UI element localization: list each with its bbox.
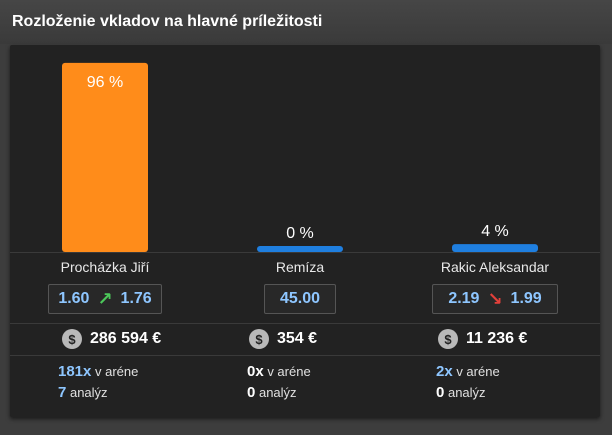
analyses-count: 7 — [58, 384, 67, 401]
arrow-down-right-icon: ↘ — [487, 289, 503, 309]
stats-home: 181x v aréne 7 analýz — [58, 361, 138, 403]
outcome-column-draw: Remíza 45.00 — [205, 259, 395, 314]
analyses-count: 0 — [247, 384, 256, 401]
outcome-name: Remíza — [275, 259, 325, 275]
stake-value: 286 594 € — [90, 330, 162, 347]
widget-title: Rozloženie vkladov na hlavné príležitost… — [12, 13, 323, 30]
outcome-column-away: Rakic Aleksandar 2.19 ↘ 1.99 — [400, 259, 590, 314]
opening-odd: 1.60 — [58, 290, 90, 307]
bets-line[interactable]: 2x v aréne — [436, 361, 500, 382]
analyses-line: 0 analýz — [436, 382, 500, 403]
analyses-label: analýz — [69, 385, 108, 400]
bets-count: 0x — [247, 363, 264, 380]
stake-value: 11 236 € — [466, 330, 528, 347]
bets-line[interactable]: 181x v aréne — [58, 361, 138, 382]
analyses-line[interactable]: 7 analýz — [58, 382, 138, 403]
current-odd: 1.99 — [510, 290, 542, 307]
stake-value: 354 € — [277, 330, 318, 347]
bets-line: 0x v aréne — [247, 361, 311, 382]
coin-icon: $ — [62, 329, 82, 349]
stats-away: 2x v aréne 0 analýz — [436, 361, 500, 403]
chart-panel: 96 % 0 % 4 % Procházka Jiří 1.60 ↗ 1.76 Re… — [10, 45, 600, 417]
coin-icon: $ — [438, 329, 458, 349]
stats-draw: 0x v aréne 0 analýz — [247, 361, 311, 403]
stake-distribution-chart: 96 % 0 % 4 % — [62, 62, 538, 252]
analyses-label: analýz — [447, 385, 486, 400]
current-odd: 1.76 — [120, 290, 152, 307]
current-odd: 45.00 — [279, 290, 321, 307]
bar-value-label: 96 % — [87, 74, 123, 91]
stake-amount-draw: $ 354 € — [249, 329, 317, 349]
analyses-line: 0 analýz — [247, 382, 311, 403]
analyses-count: 0 — [436, 384, 445, 401]
chart-baseline — [10, 252, 600, 253]
outcome-name: Rakic Aleksandar — [440, 259, 550, 275]
odds-box[interactable]: 1.60 ↗ 1.76 — [48, 284, 162, 314]
divider — [10, 323, 600, 324]
bar-0 — [62, 62, 148, 252]
opening-odd: 2.19 — [448, 290, 480, 307]
outcome-name: Procházka Jiří — [60, 259, 150, 275]
bar-1 — [257, 246, 343, 252]
bets-label: v aréne — [267, 364, 311, 379]
bar-2 — [452, 244, 538, 252]
arrow-up-right-icon: ↗ — [97, 289, 113, 309]
bets-count: 2x — [436, 363, 453, 380]
bar-value-label: 0 % — [286, 225, 314, 242]
odds-box[interactable]: 2.19 ↘ 1.99 — [432, 284, 558, 314]
analyses-label: analýz — [258, 385, 297, 400]
outcome-column-home: Procházka Jiří 1.60 ↗ 1.76 — [10, 259, 200, 314]
stake-amount-away: $ 11 236 € — [438, 329, 527, 349]
bar-value-label: 4 % — [481, 223, 509, 240]
stake-amount-home: $ 286 594 € — [62, 329, 161, 349]
bets-label: v aréne — [95, 364, 139, 379]
bets-label: v aréne — [456, 364, 500, 379]
odds-box[interactable]: 45.00 — [264, 284, 336, 314]
bets-count: 181x — [58, 363, 92, 380]
divider — [10, 355, 600, 356]
widget-header: Rozloženie vkladov na hlavné príležitost… — [0, 0, 612, 44]
coin-icon: $ — [249, 329, 269, 349]
